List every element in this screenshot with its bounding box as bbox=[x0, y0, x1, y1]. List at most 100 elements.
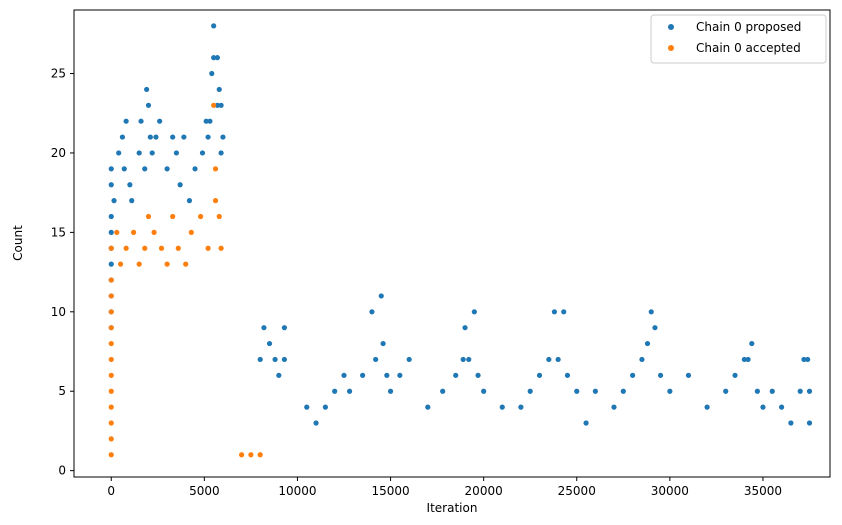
data-point-proposed bbox=[341, 372, 347, 378]
data-point-accepted bbox=[108, 404, 114, 410]
data-point-proposed bbox=[387, 388, 394, 394]
data-point-accepted bbox=[108, 340, 114, 347]
data-point-proposed bbox=[281, 325, 288, 331]
data-point-accepted bbox=[183, 261, 189, 267]
data-point-proposed bbox=[203, 118, 209, 124]
data-point-proposed bbox=[129, 198, 135, 204]
data-point-accepted bbox=[108, 388, 114, 394]
data-point-proposed bbox=[644, 340, 651, 347]
data-point-accepted bbox=[108, 420, 114, 426]
data-point-proposed bbox=[205, 134, 211, 140]
data-point-proposed bbox=[630, 372, 636, 378]
data-point-proposed bbox=[136, 150, 142, 156]
plot-layer-points bbox=[108, 23, 813, 458]
y-tick-label: 15 bbox=[51, 225, 66, 239]
x-tick-label: 0 bbox=[107, 484, 115, 498]
data-point-proposed bbox=[499, 404, 505, 410]
data-point-proposed bbox=[216, 86, 222, 93]
data-point-proposed bbox=[397, 372, 403, 378]
data-point-accepted bbox=[108, 277, 114, 283]
data-point-proposed bbox=[214, 102, 220, 108]
data-point-proposed bbox=[108, 213, 114, 220]
x-tick-label: 15000 bbox=[371, 484, 409, 498]
data-point-proposed bbox=[281, 356, 288, 363]
data-point-proposed bbox=[145, 102, 152, 108]
data-point-proposed bbox=[518, 404, 524, 410]
x-axis-label: Iteration bbox=[427, 501, 478, 515]
data-point-proposed bbox=[313, 420, 319, 426]
legend-label-proposed: Chain 0 proposed bbox=[696, 20, 801, 34]
data-point-proposed bbox=[360, 372, 366, 378]
data-point-proposed bbox=[639, 356, 645, 363]
data-point-accepted bbox=[117, 261, 124, 267]
data-point-proposed bbox=[723, 388, 729, 394]
data-point-proposed bbox=[801, 356, 807, 363]
data-point-proposed bbox=[164, 166, 170, 172]
data-point-proposed bbox=[378, 293, 384, 299]
data-point-proposed bbox=[806, 420, 813, 426]
data-point-accepted bbox=[205, 245, 211, 251]
data-point-proposed bbox=[754, 388, 760, 394]
data-point-proposed bbox=[648, 309, 654, 315]
data-point-proposed bbox=[119, 134, 126, 140]
data-point-proposed bbox=[127, 182, 133, 188]
data-point-proposed bbox=[460, 356, 466, 363]
data-point-proposed bbox=[144, 86, 150, 93]
data-point-accepted bbox=[170, 213, 176, 220]
data-point-proposed bbox=[211, 55, 217, 61]
data-point-proposed bbox=[346, 388, 353, 394]
data-point-proposed bbox=[741, 356, 747, 363]
data-point-proposed bbox=[322, 404, 328, 410]
data-point-proposed bbox=[805, 356, 811, 363]
data-point-accepted bbox=[142, 245, 148, 251]
data-point-proposed bbox=[147, 134, 153, 140]
data-point-proposed bbox=[611, 404, 617, 410]
data-point-proposed bbox=[536, 372, 543, 378]
data-point-accepted bbox=[108, 325, 114, 331]
data-point-proposed bbox=[384, 372, 390, 378]
data-point-proposed bbox=[261, 325, 267, 331]
data-point-proposed bbox=[583, 420, 589, 426]
data-point-proposed bbox=[218, 150, 224, 156]
data-point-proposed bbox=[406, 356, 412, 363]
data-point-accepted bbox=[248, 452, 254, 458]
x-tick-label: 10000 bbox=[278, 484, 316, 498]
x-tick-label: 25000 bbox=[558, 484, 596, 498]
data-point-proposed bbox=[218, 102, 224, 108]
series-accepted bbox=[108, 102, 263, 458]
data-point-proposed bbox=[116, 150, 122, 156]
data-point-proposed bbox=[527, 388, 533, 394]
y-tick-label: 5 bbox=[58, 384, 66, 398]
data-point-accepted bbox=[211, 102, 217, 108]
data-point-proposed bbox=[564, 372, 571, 378]
data-point-proposed bbox=[788, 420, 794, 426]
data-point-proposed bbox=[173, 150, 180, 156]
data-point-accepted bbox=[257, 452, 263, 458]
y-axis-label: Count bbox=[11, 225, 25, 261]
data-point-accepted bbox=[114, 229, 120, 235]
data-point-accepted bbox=[108, 245, 114, 251]
data-point-proposed bbox=[778, 404, 785, 410]
data-point-proposed bbox=[425, 404, 431, 410]
data-point-proposed bbox=[108, 182, 114, 188]
data-point-proposed bbox=[749, 340, 755, 347]
data-point-proposed bbox=[685, 372, 692, 378]
data-point-proposed bbox=[745, 356, 751, 363]
legend-box bbox=[650, 14, 827, 64]
data-point-proposed bbox=[108, 261, 114, 267]
data-point-proposed bbox=[108, 229, 114, 235]
data-point-proposed bbox=[266, 340, 273, 347]
data-point-accepted bbox=[108, 372, 114, 378]
data-point-accepted bbox=[151, 229, 157, 235]
legend-label-accepted: Chain 0 accepted bbox=[696, 41, 801, 55]
data-point-proposed bbox=[186, 198, 193, 204]
data-point-proposed bbox=[332, 388, 338, 394]
data-point-proposed bbox=[369, 309, 375, 315]
data-point-proposed bbox=[123, 118, 129, 124]
data-point-proposed bbox=[181, 134, 187, 140]
data-point-proposed bbox=[220, 134, 226, 140]
data-point-proposed bbox=[657, 372, 664, 378]
data-point-accepted bbox=[108, 452, 114, 458]
data-point-accepted bbox=[218, 245, 224, 251]
